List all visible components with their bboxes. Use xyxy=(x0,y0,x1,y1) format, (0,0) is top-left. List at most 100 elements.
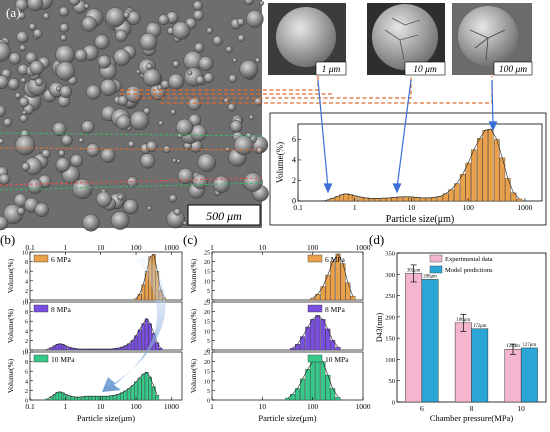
sem-particle xyxy=(237,34,245,42)
chart-c-2-bar xyxy=(310,361,316,401)
sem-particle xyxy=(105,7,126,28)
chart-d-data-label: 127μm xyxy=(523,343,537,348)
sem-particle xyxy=(16,31,29,44)
chart-c-legend-label: 6 MPa xyxy=(325,255,345,264)
chart-a-bar xyxy=(487,128,494,202)
chart-a-ylabel: Volume(%) xyxy=(275,142,285,183)
chart-d-y-tick-label: 200 xyxy=(385,314,395,321)
chart-c-ylabel: Volume(%) xyxy=(189,258,198,293)
chart-a-bar xyxy=(437,196,443,202)
sem-particle xyxy=(115,114,132,130)
sem-particle xyxy=(16,207,25,216)
sem-particle xyxy=(56,86,61,92)
inset-arrows xyxy=(317,79,498,194)
chart-a-x-tick-label: 100 xyxy=(463,203,475,212)
sem-particle xyxy=(126,176,138,188)
sem-particle xyxy=(100,78,117,96)
inset-1-scale-label: 1 μm xyxy=(322,65,341,75)
chart-a-bar xyxy=(482,129,489,202)
chart-b-2-bar xyxy=(106,395,110,401)
sem-particle xyxy=(193,9,204,21)
sem-particle xyxy=(3,118,12,127)
chart-b-y-tick-label: 8 xyxy=(25,310,28,316)
chart-a-bar xyxy=(465,162,471,202)
chart-c-xtop-tick-label: 1 xyxy=(210,243,214,252)
chart-b-2-fit-line xyxy=(46,371,158,400)
chart-b-xtop-tick-label: 100 xyxy=(130,243,142,252)
sem-particle xyxy=(123,199,139,215)
chart-c-y-tick-label: 5 xyxy=(207,339,210,345)
sem-particle xyxy=(68,0,81,6)
chart-c-xbot-tick-label: 1 xyxy=(210,402,214,411)
sem-particle xyxy=(81,120,95,134)
chart-d-y-tick-label: 150 xyxy=(385,336,395,343)
sem-particle xyxy=(97,54,112,69)
sem-particle xyxy=(168,73,185,90)
chart-d-data-label: 288μm xyxy=(423,274,437,279)
sem-particle xyxy=(18,11,26,20)
sem-inset-3: 100 μm xyxy=(452,3,533,76)
chart-d-ylabel: D43(nm) xyxy=(375,313,384,343)
chart-b-2-bar xyxy=(137,377,142,401)
chart-d-bar xyxy=(504,348,522,403)
chart-a-bar xyxy=(322,200,328,202)
chart-c-xtop-tick-label: 10 xyxy=(259,243,267,252)
chart-d-legend-swatch xyxy=(429,265,443,274)
chart-c-y-tick-label: 10 xyxy=(204,329,210,335)
chart-b-2-bar xyxy=(67,395,72,401)
sem-particle xyxy=(229,120,243,133)
sem-particle xyxy=(187,97,201,111)
sem-particle xyxy=(158,14,169,26)
chart-b-xbot-tick-label: 100 xyxy=(130,402,142,411)
sem-particle xyxy=(52,121,67,137)
chart-b-ylabel: Volume(%) xyxy=(6,358,15,393)
sem-particle xyxy=(21,110,27,116)
sem-particle xyxy=(192,173,208,190)
chart-b-y-tick-label: 6 xyxy=(25,370,28,376)
chart-d-y-tick-label: 100 xyxy=(385,357,395,364)
sem-particle xyxy=(177,133,183,139)
chart-c-y-tick-label: 15 xyxy=(204,320,210,326)
chart-b-xtop-tick-label: 1000 xyxy=(164,243,179,252)
chart-d-data-label: 172μm xyxy=(473,324,487,329)
chart-b-2-bar xyxy=(120,392,124,401)
panel-label-a: (a) xyxy=(6,5,20,20)
chart-b-y-tick-label: 8 xyxy=(25,260,28,266)
chart-c-1-bar xyxy=(335,346,341,351)
sem-particle xyxy=(145,63,153,70)
sem-particle xyxy=(117,194,124,201)
chart-c-2-bar xyxy=(320,361,326,401)
chart-a-bar xyxy=(343,193,349,202)
sem-particle xyxy=(34,77,44,87)
chart-a-bar xyxy=(403,196,409,202)
chart-a-bar xyxy=(363,197,370,202)
chart-d-data-label: 124μm xyxy=(506,344,520,349)
sem-particle xyxy=(7,78,20,90)
inset-3-scale-label: 100 μm xyxy=(499,65,527,75)
sem-particle xyxy=(14,92,22,99)
trend-arrow xyxy=(102,255,166,392)
chart-d-y-tick-label: 50 xyxy=(389,378,396,385)
chart-b-2-bar xyxy=(77,396,82,401)
sem-particle xyxy=(74,48,88,62)
sem-particle xyxy=(27,178,43,194)
chart-a-bar xyxy=(425,197,432,202)
chart-c-1-bar xyxy=(315,315,321,351)
chart-b-2-bar xyxy=(144,371,149,401)
chart-c-y-tick-label: 5 xyxy=(207,289,210,295)
chart-b-legend-swatch xyxy=(33,304,49,313)
sem-particle xyxy=(170,109,177,115)
chart-d-y-tick-label: 300 xyxy=(385,272,395,279)
chart-a-axes xyxy=(297,123,543,202)
chart-b-xtop-tick-label: 0.1 xyxy=(25,243,35,252)
sem-particle xyxy=(203,72,215,84)
chart-d-xlabel: Chamber pressure(MPa) xyxy=(430,413,513,423)
chart-b-y-tick-label: 10 xyxy=(22,251,28,257)
chart-b-1-bar xyxy=(155,342,160,351)
chart-a-bar xyxy=(397,196,403,202)
chart-c-xbot-tick-label: 10 xyxy=(259,402,267,411)
chart-c-y-tick-label: 25 xyxy=(204,351,210,357)
sem-particle xyxy=(8,52,22,65)
chart-a-bar xyxy=(510,192,517,202)
sem-particle xyxy=(94,34,110,50)
